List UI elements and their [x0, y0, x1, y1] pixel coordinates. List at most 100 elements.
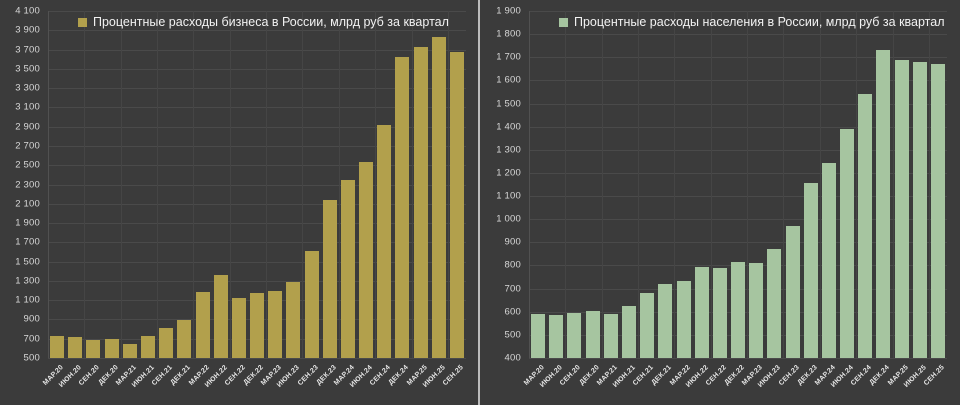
- bar: [159, 327, 174, 358]
- bar: [395, 57, 410, 358]
- gridline: [48, 145, 466, 147]
- plot-area-population: 1 900 1 800 1 700 1 600 1 500 1 400 1 300 1 200…: [481, 0, 960, 405]
- y-tick-label: 3 900: [15, 24, 40, 36]
- bar: [304, 251, 319, 358]
- y-tick-label: 1 600: [496, 74, 521, 86]
- bar: [821, 162, 836, 358]
- bar: [86, 339, 101, 358]
- y-tick-label: 1 500: [15, 256, 40, 268]
- chart-panel-business: Процентные расходы бизнеса в России, млр…: [0, 0, 478, 405]
- bar: [141, 335, 155, 358]
- y-tick-label: 700: [504, 283, 521, 295]
- bar: [104, 338, 119, 358]
- y-tick-label: 400: [504, 352, 521, 364]
- bar: [531, 314, 546, 358]
- bar: [213, 275, 228, 358]
- y-tick-label: 1 700: [496, 51, 521, 63]
- gridline: [48, 49, 466, 51]
- y-tick-label: 900: [23, 313, 40, 325]
- y-tick-label: 1 000: [496, 213, 521, 225]
- bar: [930, 64, 945, 358]
- bar: [731, 262, 745, 358]
- y-tick-label: 900: [504, 236, 521, 248]
- gridline: [266, 11, 268, 358]
- bar: [122, 344, 137, 358]
- chart-panel-population: Процентные расходы населения в России, м…: [481, 0, 960, 405]
- plot-area-business: 4 100 3 900 3 700 3 500 3 300 3 100 2 900 2 700…: [0, 0, 478, 405]
- gridline: [747, 11, 749, 358]
- y-tick-label: 3 500: [15, 63, 40, 75]
- y-tick-label: 1 700: [15, 236, 40, 248]
- gridline: [48, 165, 466, 167]
- y-tick-label: 2 300: [15, 179, 40, 190]
- legend-business: Процентные расходы бизнеса в России, млр…: [78, 13, 449, 32]
- bar: [894, 59, 909, 358]
- bar: [585, 310, 600, 358]
- y-tick-label: 1 300: [15, 275, 40, 287]
- bar: [377, 124, 392, 358]
- bar: [912, 61, 927, 358]
- bar: [694, 266, 709, 358]
- gridline: [84, 11, 86, 358]
- gridline: [529, 219, 947, 221]
- gridline: [48, 30, 466, 32]
- gridline: [892, 11, 894, 358]
- gridline: [193, 11, 195, 358]
- legend-label: Процентные расходы населения в России, м…: [574, 15, 945, 29]
- gridline: [529, 11, 947, 12]
- bar: [658, 284, 673, 358]
- bar: [449, 52, 464, 358]
- gridline: [565, 11, 567, 358]
- y-tick-label: 1 800: [496, 28, 521, 40]
- gridline: [529, 242, 947, 244]
- gridline: [928, 11, 930, 358]
- gridline: [529, 196, 947, 198]
- y-tick-label: 1 900: [496, 5, 521, 17]
- y-tick-label: 600: [504, 306, 521, 318]
- bar: [268, 290, 283, 358]
- gridline: [48, 107, 466, 109]
- y-tick-label: 2 100: [15, 198, 40, 210]
- gridline: [638, 11, 639, 358]
- bar: [177, 320, 192, 358]
- gridline: [856, 11, 858, 358]
- bar: [876, 50, 891, 358]
- bar: [840, 129, 854, 358]
- y-tick-label: 3 100: [15, 101, 40, 113]
- y-axis-line: [48, 11, 49, 358]
- gridline: [529, 126, 947, 128]
- y-tick-label: 2 700: [15, 140, 40, 152]
- gridline: [447, 11, 449, 358]
- gridline: [48, 261, 466, 263]
- gridline: [48, 184, 466, 186]
- gridline: [229, 11, 231, 358]
- y-tick-label: 2 900: [15, 121, 40, 133]
- gridline: [48, 242, 466, 244]
- y-tick-label: 4 100: [15, 5, 40, 17]
- bar: [603, 314, 618, 358]
- gridline: [48, 358, 466, 359]
- gridline: [48, 68, 466, 70]
- bar: [549, 315, 564, 358]
- bar: [413, 46, 428, 358]
- gridline: [819, 11, 821, 358]
- gridline: [302, 11, 304, 358]
- y-tick-label: 2 500: [15, 159, 40, 171]
- legend-label: Процентные расходы бизнеса в России, млр…: [93, 15, 449, 29]
- bar: [676, 280, 691, 358]
- bar: [712, 267, 727, 358]
- bar: [250, 292, 264, 358]
- y-tick-label: 1 200: [496, 167, 521, 179]
- legend-population: Процентные расходы населения в России, м…: [559, 13, 945, 32]
- y-tick-label: 500: [23, 352, 40, 364]
- bar: [567, 312, 582, 358]
- gridline: [375, 11, 377, 358]
- bar: [622, 305, 636, 358]
- bar: [286, 281, 301, 358]
- gridline: [411, 11, 413, 358]
- y-tick-label: 500: [504, 329, 521, 341]
- bar: [68, 336, 83, 358]
- bar: [322, 199, 337, 358]
- y-tick-label: 1 100: [496, 190, 521, 202]
- gridline: [157, 11, 158, 358]
